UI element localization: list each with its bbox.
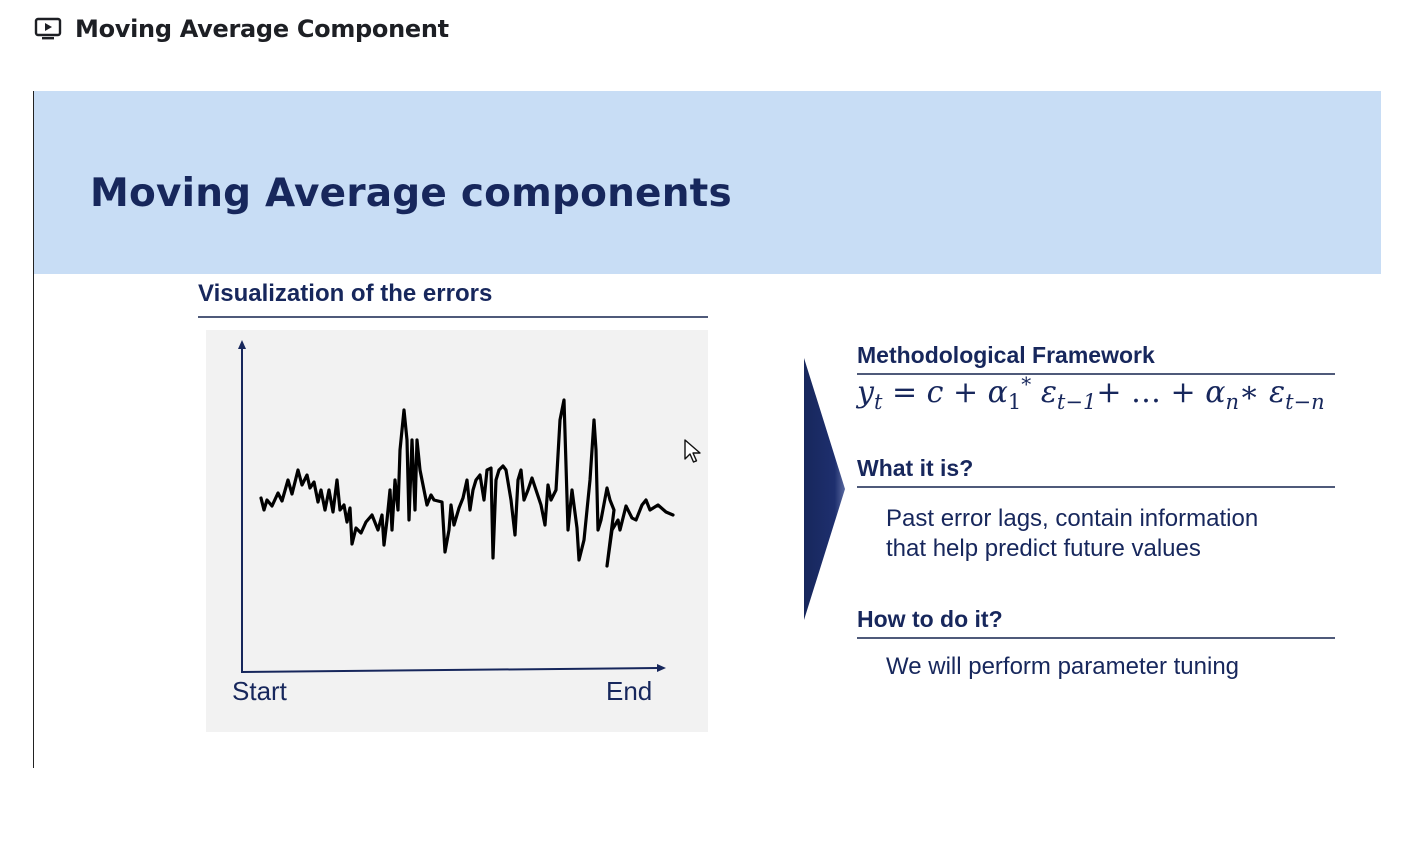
formula-eps1-sub: t−1: [1056, 390, 1097, 414]
what-it-is-text: Past error lags, contain information tha…: [886, 504, 1346, 564]
formula-eps1: ε: [1031, 375, 1057, 410]
formula-plus-dots: + … +: [1096, 375, 1206, 410]
what-it-is-line-1: Past error lags, contain information: [886, 505, 1259, 532]
what-it-is-line-2: that help predict future values: [886, 535, 1201, 562]
video-icon: [34, 17, 62, 41]
formula-epsn: ε: [1268, 375, 1286, 410]
visualization-title: Visualization of the errors: [198, 280, 708, 318]
framework-heading: Methodological Framework: [857, 342, 1335, 375]
x-axis-arrow: [657, 664, 666, 672]
page-header: Moving Average Component: [34, 14, 449, 44]
error-squiggle: [259, 398, 675, 568]
formula-epsn-sub: t−n: [1285, 390, 1325, 414]
y-axis-arrow: [238, 340, 246, 349]
error-visualization-chart: Start End: [206, 330, 708, 732]
x-axis-end-label: End: [606, 676, 653, 706]
page-title: Moving Average Component: [75, 15, 449, 43]
error-chart-svg: [238, 340, 675, 673]
formula-eq: = c +: [882, 375, 988, 410]
mouse-cursor-icon: [684, 439, 702, 470]
chevron-right-icon: [804, 358, 850, 625]
how-to-text: We will perform parameter tuning: [886, 653, 1240, 680]
formula-y-sub: t: [873, 390, 883, 414]
formula-alpha1-sub: 1: [1007, 390, 1022, 414]
formula-alphan-sub: n: [1225, 390, 1240, 414]
ma-formula: yt = c + α1* εt−1+ … + αn∗ εt−n: [857, 372, 1325, 414]
slide-heading: Moving Average components: [90, 171, 732, 216]
formula-y: y: [857, 375, 874, 410]
formula-alpha1-sup: *: [1021, 372, 1032, 396]
formula-star: ∗: [1239, 375, 1269, 410]
what-it-is-heading: What it is?: [857, 455, 1335, 488]
how-to-heading: How to do it?: [857, 606, 1335, 639]
x-axis-start-label: Start: [232, 676, 287, 706]
x-axis: [241, 667, 659, 673]
formula-alphan: α: [1205, 375, 1226, 410]
formula-alpha1: α: [987, 375, 1008, 410]
slide: Moving Average components Visualization …: [33, 91, 1381, 768]
slide-banner: [34, 91, 1381, 274]
